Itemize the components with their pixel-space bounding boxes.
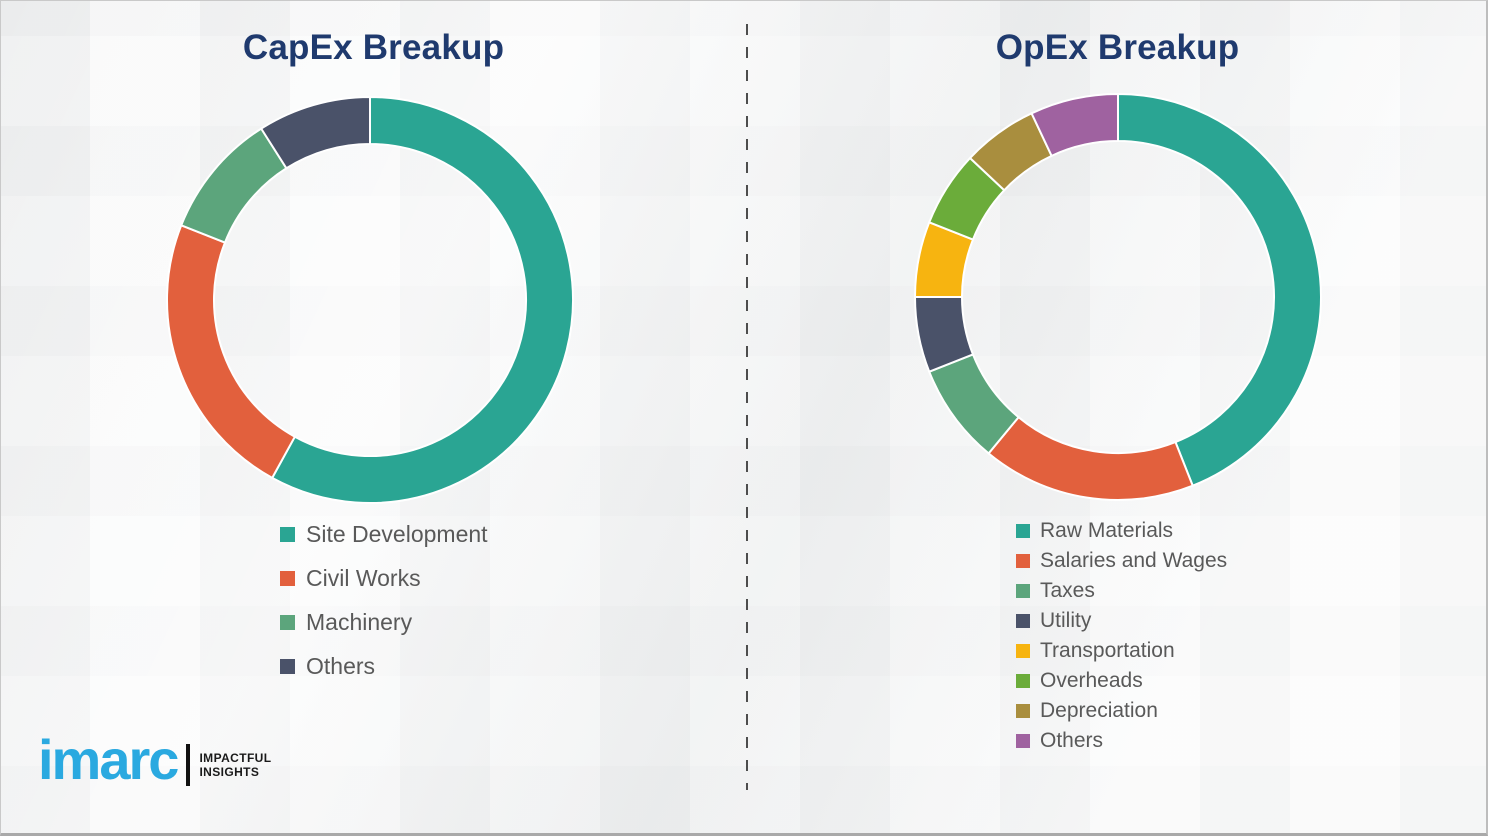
opex-chart-title: OpEx Breakup	[995, 28, 1240, 67]
legend-swatch-civil-works	[280, 570, 295, 586]
logo-tagline: IMPACTFUL INSIGHTS	[199, 750, 272, 779]
legend-item-depreciation: Depreciation	[1016, 696, 1227, 726]
legend-label: Site Development	[306, 520, 488, 547]
imarc-logo-wordmark: imarc	[38, 728, 179, 791]
legend-item-others: Others	[1016, 726, 1227, 756]
imarc-logo: imarc IMPACTFUL INSIGHTS	[38, 732, 271, 788]
legend-swatch-others	[1016, 734, 1030, 748]
legend-label: Salaries and Wages	[1040, 549, 1228, 572]
opex-legend: Raw Materials Salaries and Wages Taxes Util…	[1016, 516, 1227, 756]
legend-item-machinery: Machinery	[280, 600, 488, 644]
donut-segment-salaries-and-wages	[987, 415, 1195, 501]
legend-item-others: Others	[280, 644, 488, 688]
legend-item-taxes: Taxes	[1016, 576, 1227, 606]
legend-swatch-depreciation	[1016, 704, 1030, 718]
legend-swatch-raw-materials	[1016, 524, 1030, 538]
legend-label: Raw Materials	[1040, 519, 1174, 542]
legend-swatch-salaries-and-wages	[1016, 554, 1030, 568]
legend-swatch-site-development	[280, 526, 295, 542]
donut-segment-machinery	[179, 127, 288, 244]
legend-swatch-machinery	[280, 614, 295, 630]
legend-swatch-taxes	[1016, 584, 1030, 598]
legend-item-site-development: Site Development	[280, 512, 488, 556]
legend-item-salaries-and-wages: Salaries and Wages	[1016, 546, 1227, 576]
legend-swatch-overheads	[1016, 674, 1030, 688]
capex-donut-chart	[166, 95, 574, 504]
legend-label: Others	[306, 652, 376, 679]
logo-divider-bar	[186, 744, 191, 786]
vertical-dashed-divider	[746, 24, 748, 790]
legend-item-raw-materials: Raw Materials	[1016, 516, 1227, 546]
legend-label: Taxes	[1040, 579, 1095, 602]
legend-label: Transportation	[1040, 639, 1175, 662]
donut-segment-others	[1030, 92, 1119, 158]
donut-segment-others	[259, 95, 371, 170]
capex-legend: Site Development Civil Works Machinery Othe…	[280, 512, 488, 688]
legend-swatch-utility	[1016, 614, 1030, 628]
legend-label: Others	[1040, 729, 1104, 752]
legend-swatch-transportation	[1016, 644, 1030, 658]
legend-label: Machinery	[306, 608, 413, 635]
legend-label: Overheads	[1040, 669, 1143, 692]
legend-swatch-others	[280, 658, 295, 674]
legend-label: Depreciation	[1040, 699, 1158, 722]
opex-donut-chart	[913, 92, 1322, 501]
legend-label: Civil Works	[306, 564, 421, 591]
legend-label: Utility	[1040, 609, 1092, 632]
legend-item-overheads: Overheads	[1016, 666, 1227, 696]
legend-item-civil-works: Civil Works	[280, 556, 488, 600]
donut-segment-raw-materials	[1117, 92, 1322, 488]
legend-item-transportation: Transportation	[1016, 636, 1227, 666]
legend-item-utility: Utility	[1016, 606, 1227, 636]
capex-chart-title: CapEx Breakup	[242, 28, 505, 67]
donut-segment-civil-works	[166, 223, 297, 480]
donut-segment-site-development	[270, 95, 574, 504]
